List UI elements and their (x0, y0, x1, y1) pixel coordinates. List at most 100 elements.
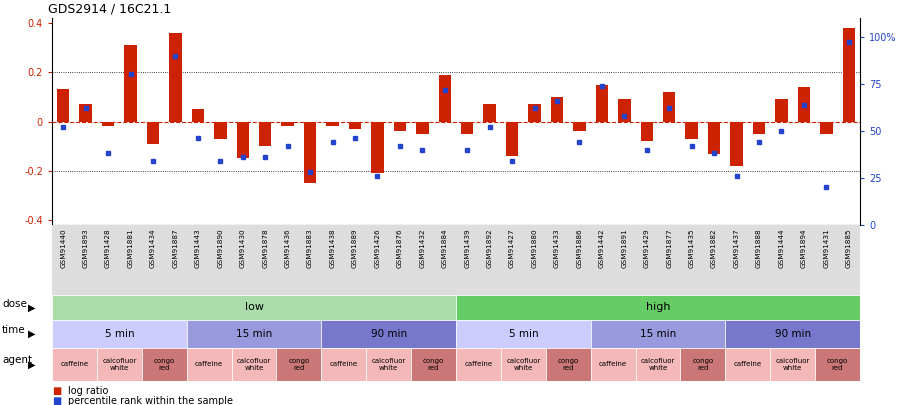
Text: GDS2914 / 16C21.1: GDS2914 / 16C21.1 (48, 2, 171, 15)
Text: GSM91877: GSM91877 (666, 228, 672, 268)
Bar (528, 104, 541, 122)
Text: GSM91881: GSM91881 (128, 228, 133, 268)
Text: GSM91892: GSM91892 (487, 228, 492, 268)
Text: high: high (645, 303, 670, 313)
Bar (327, 122, 338, 126)
Bar (461, 122, 473, 134)
Text: GSM91894: GSM91894 (801, 228, 807, 268)
Bar (231, 348, 276, 381)
Bar (237, 122, 249, 158)
Text: caffeine: caffeine (329, 362, 358, 367)
Text: congo
red: congo red (423, 358, 445, 371)
Bar (186, 348, 231, 381)
Text: 5 min: 5 min (508, 329, 538, 339)
Bar (815, 348, 860, 381)
Bar (686, 122, 698, 139)
Bar (752, 122, 765, 134)
Bar (618, 99, 631, 122)
Bar (456, 320, 590, 348)
Bar (680, 348, 725, 381)
Bar (506, 122, 518, 156)
Text: ■: ■ (52, 386, 61, 396)
Bar (820, 122, 832, 134)
Bar (52, 295, 456, 320)
Text: ▶: ▶ (28, 360, 36, 369)
Text: calcofluor
white: calcofluor white (237, 358, 271, 371)
Bar (124, 45, 137, 122)
Bar (276, 348, 321, 381)
Text: GSM91443: GSM91443 (195, 228, 201, 268)
Text: 90 min: 90 min (775, 329, 811, 339)
Bar (551, 97, 563, 122)
Text: GSM91430: GSM91430 (239, 228, 246, 268)
Text: GSM91885: GSM91885 (846, 228, 851, 268)
Text: ▶: ▶ (28, 329, 36, 339)
Text: percentile rank within the sample: percentile rank within the sample (68, 396, 233, 405)
Bar (438, 75, 451, 122)
Bar (725, 348, 770, 381)
Bar (102, 122, 114, 126)
Text: 15 min: 15 min (236, 329, 272, 339)
Bar (142, 348, 186, 381)
Text: GSM91436: GSM91436 (284, 228, 291, 268)
Text: congo
red: congo red (154, 358, 175, 371)
Text: GSM91439: GSM91439 (464, 228, 470, 268)
Text: GSM91438: GSM91438 (329, 228, 336, 268)
Text: caffeine: caffeine (195, 362, 223, 367)
Bar (663, 92, 675, 122)
Text: GSM91883: GSM91883 (307, 228, 313, 268)
Text: GSM91429: GSM91429 (644, 228, 650, 268)
Text: calcofluor
white: calcofluor white (506, 358, 541, 371)
Text: GSM91886: GSM91886 (576, 228, 582, 268)
Bar (282, 122, 293, 126)
Bar (79, 104, 92, 122)
Bar (97, 348, 142, 381)
Text: GSM91893: GSM91893 (83, 228, 89, 268)
Text: GSM91433: GSM91433 (554, 228, 560, 268)
Text: ■: ■ (52, 396, 61, 405)
Bar (393, 122, 406, 131)
Text: GSM91890: GSM91890 (217, 228, 223, 268)
Text: congo
red: congo red (692, 358, 714, 371)
Text: GSM91432: GSM91432 (419, 228, 426, 268)
Bar (725, 320, 860, 348)
Text: GSM91884: GSM91884 (442, 228, 448, 268)
Bar (52, 320, 186, 348)
Bar (545, 348, 590, 381)
Text: ▶: ▶ (28, 303, 36, 313)
Text: GSM91434: GSM91434 (150, 228, 156, 268)
Text: 5 min: 5 min (104, 329, 134, 339)
Text: GSM91427: GSM91427 (509, 228, 515, 268)
Text: caffeine: caffeine (599, 362, 627, 367)
Text: time: time (2, 325, 25, 335)
Bar (641, 122, 652, 141)
Text: log ratio: log ratio (68, 386, 109, 396)
Text: GSM91882: GSM91882 (711, 228, 717, 268)
Bar (416, 122, 428, 134)
Text: GSM91435: GSM91435 (688, 228, 695, 268)
Text: GSM91878: GSM91878 (262, 228, 268, 268)
Bar (842, 28, 855, 122)
Text: GSM91889: GSM91889 (352, 228, 358, 268)
Bar (169, 33, 182, 122)
Text: GSM91880: GSM91880 (532, 228, 537, 268)
Text: GSM91428: GSM91428 (105, 228, 111, 268)
Text: GSM91431: GSM91431 (824, 228, 829, 268)
Text: calcofluor
white: calcofluor white (372, 358, 406, 371)
Bar (411, 348, 456, 381)
Bar (596, 85, 608, 122)
Text: GSM91440: GSM91440 (60, 228, 67, 268)
Text: 15 min: 15 min (640, 329, 676, 339)
Bar (304, 122, 316, 183)
Text: 90 min: 90 min (371, 329, 407, 339)
Text: GSM91442: GSM91442 (598, 228, 605, 268)
Bar (321, 320, 456, 348)
Bar (731, 122, 742, 166)
Bar (186, 320, 321, 348)
Bar (770, 348, 815, 381)
Bar (590, 320, 725, 348)
Text: GSM91876: GSM91876 (397, 228, 403, 268)
Bar (349, 122, 361, 129)
Text: low: low (245, 303, 264, 313)
Text: agent: agent (2, 354, 32, 364)
